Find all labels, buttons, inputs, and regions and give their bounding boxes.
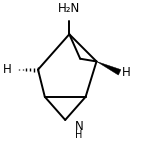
Polygon shape: [97, 61, 121, 75]
Text: H: H: [75, 130, 82, 140]
Text: H: H: [3, 63, 12, 76]
Text: N: N: [75, 120, 83, 133]
Text: H₂N: H₂N: [58, 2, 80, 15]
Text: H: H: [122, 66, 131, 79]
